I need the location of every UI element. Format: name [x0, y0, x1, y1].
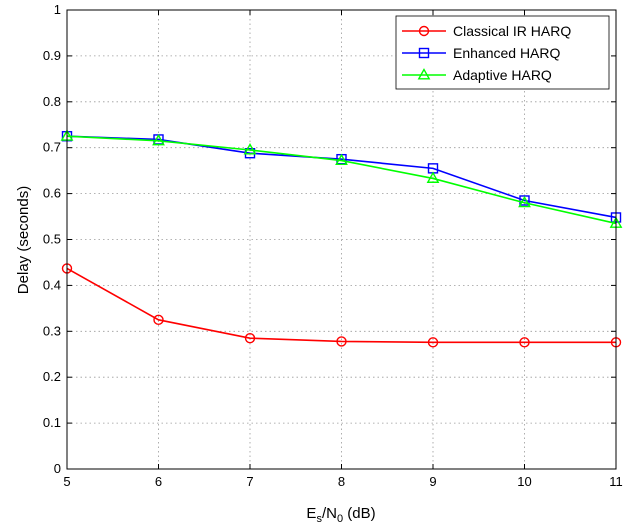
legend: Classical IR HARQ Enhanced HARQ Adaptive H… [395, 15, 610, 90]
data-point [152, 133, 165, 146]
series-circle [61, 263, 622, 348]
series-line [66, 135, 617, 219]
data-point [336, 336, 347, 347]
series-line [66, 135, 617, 225]
x-axis-label: Es/N0 (dB) [306, 505, 375, 525]
y-tick-label: 0.1 [43, 415, 61, 430]
data-point [519, 337, 530, 348]
grid [67, 10, 616, 469]
x-tick-label: 5 [63, 474, 70, 489]
data-point [244, 332, 256, 344]
series-line [66, 267, 616, 344]
y-tick-label: 1 [54, 2, 61, 17]
y-tick-label: 0.2 [43, 369, 61, 384]
x-tick-label: 9 [429, 474, 436, 489]
y-tick-label: 0.4 [43, 277, 61, 292]
data-point [518, 195, 531, 208]
y-tick-label: 0.3 [43, 323, 61, 338]
series-layer [60, 129, 623, 348]
ticks: 5 6 7 8 9 10 11 0 0.1 0.2 0.3 0.4 0.5 0.6 0.7 0.8 0.9 1 [43, 2, 623, 489]
x-tick-label: 7 [246, 474, 253, 489]
y-tick-label: 0.9 [43, 48, 61, 63]
data-point [426, 171, 440, 183]
legend-label: Adaptive HARQ [453, 67, 552, 83]
x-tick-label: 10 [517, 474, 531, 489]
y-axis-label: Delay (seconds) [15, 186, 32, 294]
data-point [243, 143, 257, 155]
y-tick-label: 0.7 [43, 140, 61, 155]
legend-label: Enhanced HARQ [453, 45, 561, 61]
y-tick-label: 0.5 [43, 232, 61, 247]
x-tick-label: 8 [338, 474, 345, 489]
x-tick-label: 6 [155, 474, 162, 489]
data-point [427, 337, 439, 348]
legend-marker [418, 47, 430, 59]
y-tick-label: 0.6 [43, 186, 61, 201]
data-point [335, 153, 348, 166]
y-tick-label: 0 [54, 461, 61, 476]
x-tick-label: 11 [609, 474, 623, 489]
legend-marker [418, 25, 430, 37]
y-tick-label: 0.8 [43, 94, 61, 109]
legend-marker [417, 68, 431, 80]
data-point [153, 314, 164, 326]
series-triangle [60, 129, 623, 228]
legend-label: Classical IR HARQ [453, 23, 571, 39]
